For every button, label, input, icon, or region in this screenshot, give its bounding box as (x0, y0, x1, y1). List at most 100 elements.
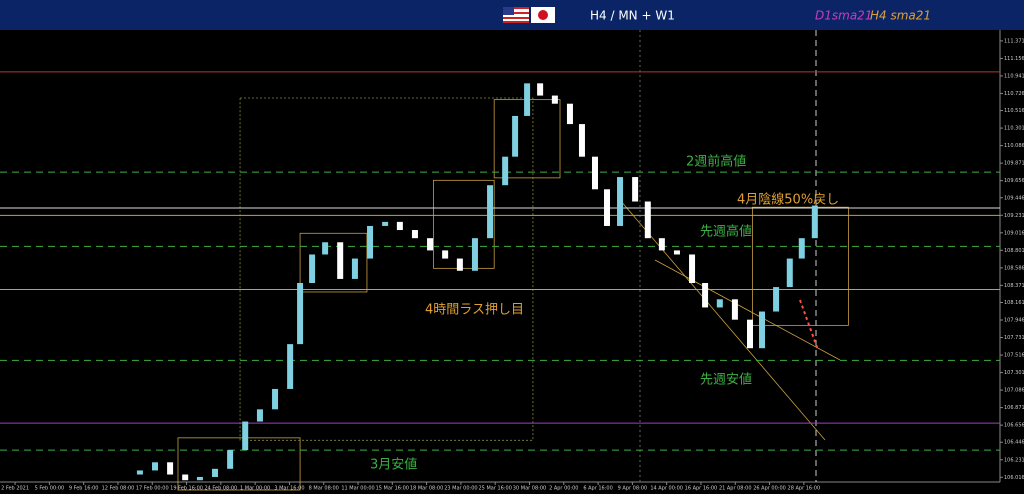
candle (487, 185, 494, 239)
y-tick-label: 110.941 (1004, 73, 1024, 79)
candle (658, 238, 665, 251)
y-tick-label: 106.446 (1004, 440, 1024, 446)
candle (566, 103, 573, 125)
y-tick-label: 111.156 (1004, 56, 1024, 62)
candle (786, 258, 793, 288)
range-box (752, 206, 849, 326)
y-tick-label: 109.446 (1004, 195, 1024, 201)
candle (603, 189, 610, 226)
y-tick-label: 110.516 (1004, 108, 1024, 114)
x-tick-label: 15 Mar 16:00 (376, 486, 409, 492)
candle (773, 287, 780, 312)
legend-entry: H4 sma21 (870, 9, 931, 23)
chart-title: H4 / MN + W1 (590, 9, 675, 23)
range-box (239, 97, 534, 441)
y-tick-label: 106.016 (1004, 475, 1024, 481)
candle (471, 238, 478, 271)
candle (427, 238, 434, 251)
x-tick-label: 2 Apr 00:00 (549, 486, 578, 492)
flag-us (503, 7, 529, 23)
y-tick-label: 110.301 (1004, 126, 1024, 132)
y-tick-label: 106.231 (1004, 457, 1024, 463)
candle (287, 344, 294, 389)
x-tick-label: 12 Feb 08:00 (102, 486, 135, 492)
candle (382, 221, 389, 226)
candle (747, 319, 753, 349)
candle (182, 474, 189, 481)
candle (731, 299, 738, 320)
candle (337, 242, 344, 279)
candle (551, 95, 558, 104)
candle (524, 83, 531, 116)
y-tick-label: 108.161 (1004, 300, 1024, 306)
flag-jp (531, 7, 555, 23)
x-tick-label: 9 Feb 16:00 (69, 486, 99, 492)
candle (702, 283, 709, 308)
candle (309, 254, 316, 284)
candle (367, 225, 374, 259)
candle (716, 299, 723, 308)
legend-entry: D1sma21 (815, 9, 872, 23)
x-tick-label: 14 Apr 00:00 (650, 486, 683, 492)
x-tick-label: 8 Mar 08:00 (309, 486, 339, 492)
range-box (433, 179, 495, 269)
y-tick-label: 108.371 (1004, 283, 1024, 289)
candle (644, 201, 651, 239)
candle (591, 156, 598, 190)
candle (537, 83, 544, 96)
y-tick-label: 109.871 (1004, 161, 1024, 167)
y-tick-label: 109.016 (1004, 230, 1024, 236)
y-tick-label: 110.086 (1004, 143, 1024, 149)
x-tick-label: 6 Apr 16:00 (583, 486, 612, 492)
candle (502, 156, 509, 186)
range-box (177, 437, 301, 491)
y-tick-label: 109.656 (1004, 178, 1024, 184)
x-tick-label: 9 Apr 08:00 (618, 486, 647, 492)
candle (512, 115, 519, 157)
x-tick-label: 2 Feb 2021 (1, 486, 29, 492)
annotation: 4月陰線50%戻し (737, 192, 839, 208)
candle (242, 421, 249, 451)
candle (256, 409, 263, 422)
annotation: 2週前高値 (686, 154, 746, 170)
annotation: 4時間ラス押し目 (425, 303, 524, 318)
candle (689, 254, 696, 284)
candle (411, 230, 418, 239)
x-tick-label: 17 Feb 00:00 (136, 486, 169, 492)
candle (297, 283, 304, 345)
candle (272, 388, 279, 410)
y-tick-label: 107.731 (1004, 335, 1024, 341)
candle (396, 221, 403, 231)
x-tick-label: 25 Mar 16:00 (479, 486, 512, 492)
x-tick-label: 18 Mar 08:00 (410, 486, 443, 492)
candle (673, 250, 680, 255)
y-tick-label: 108.586 (1004, 265, 1024, 271)
y-tick-label: 110.726 (1004, 91, 1024, 97)
annotation: 3月安値 (370, 457, 417, 473)
x-tick-label: 16 Apr 16:00 (685, 486, 718, 492)
candle (759, 311, 766, 349)
x-tick-label: 23 Mar 00:00 (444, 486, 477, 492)
candle (578, 124, 585, 157)
candle (442, 250, 449, 259)
x-tick-label: 21 Apr 08:00 (719, 486, 752, 492)
candle (632, 177, 639, 202)
annotation: 先週安値 (700, 372, 752, 388)
x-tick-label: 26 Apr 00:00 (753, 486, 786, 492)
candle (322, 242, 329, 255)
candle (811, 205, 818, 239)
x-tick-label: 19 Feb 16:00 (170, 486, 203, 492)
x-tick-label: 24 Feb 08:00 (204, 486, 237, 492)
y-tick-label: 108.801 (1004, 248, 1024, 254)
y-tick-label: 106.656 (1004, 423, 1024, 429)
x-tick-label: 3 Mar 16:00 (274, 486, 304, 492)
candle (152, 462, 159, 471)
y-tick-label: 109.231 (1004, 213, 1024, 219)
candle (167, 462, 174, 475)
candle (227, 450, 234, 469)
candle (351, 258, 358, 279)
channel-line (619, 199, 826, 441)
x-tick-label: 28 Apr 16:00 (788, 486, 821, 492)
x-tick-label: 11 Mar 00:00 (341, 486, 374, 492)
